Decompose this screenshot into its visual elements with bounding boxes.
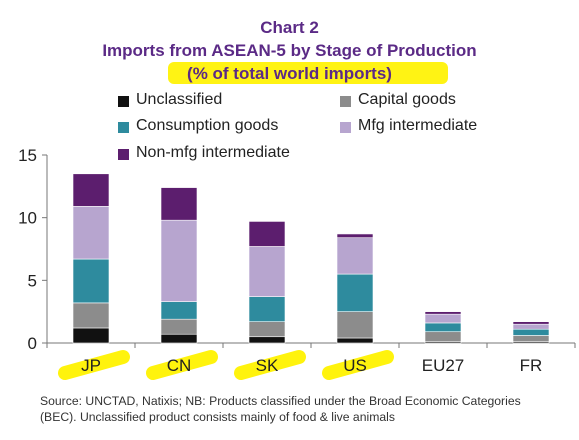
x-tick-label: US [343,356,367,375]
y-tick-label: 10 [18,209,37,228]
bar-segment [248,336,286,344]
chart-units: (% of total world imports) [187,64,392,83]
bar-segment [336,237,374,275]
legend-swatch [118,96,129,107]
x-tick-label: JP [81,356,101,375]
bar-segment [424,313,462,324]
bar-segment [248,296,286,322]
bar-segment [336,273,374,312]
bar-segment [336,337,374,344]
x-tick-label: EU27 [422,356,465,375]
chart-subtitle: Imports from ASEAN-5 by Stage of Product… [102,41,477,60]
bar-segment [512,328,550,336]
x-tick-label: CN [167,356,192,375]
bar-segment [160,301,198,320]
legend-swatch [118,149,129,160]
bar-segment [512,323,550,330]
chart-title-block: Chart 2 Imports from ASEAN-5 by Stage of… [0,0,579,90]
bar-segment [336,311,374,339]
chart-legend: Unclassified Capital goods Consumption goo… [0,88,579,168]
category-highlight-mark [58,350,130,380]
bar-segment [72,258,110,304]
bar-segment [512,321,550,325]
bar-segment [424,311,462,315]
category-highlight-mark [146,350,218,380]
bar-segment [248,246,286,297]
legend-label: Unclassified [136,91,223,108]
bar-segment [512,335,550,343]
y-tick-label: 5 [28,271,37,290]
legend-label: Consumption goods [136,117,279,134]
y-tick-label: 15 [18,146,37,165]
legend-label: Non-mfg intermediate [136,144,290,161]
legend-swatch [118,122,129,133]
bar-segment [424,322,462,333]
bar-segment [72,302,110,329]
chart-title: Chart 2 [260,18,319,37]
bar-segment [160,333,198,344]
legend-swatch [340,96,351,107]
y-tick-label: 0 [28,334,37,353]
bar-segment [160,187,198,221]
bar-segment [72,327,110,344]
legend-swatch [340,122,351,133]
legend-label: Capital goods [358,91,456,108]
bar-segment [336,233,374,239]
title-highlight-mark [168,62,448,84]
bar-segment [72,173,110,207]
bar-segment [160,318,198,335]
category-highlight-mark [322,350,394,380]
bar-segment [424,331,462,343]
x-tick-label: SK [256,356,279,375]
category-highlight-mark [234,350,306,380]
source-note: Source: UNCTAD, Natixis; NB: Products cl… [40,394,521,424]
x-tick-label: FR [520,356,543,375]
bar-segment [160,219,198,302]
bar-segment [72,206,110,260]
bar-segment [248,221,286,247]
legend-label: Mfg intermediate [358,117,478,134]
bar-segment [248,321,286,338]
